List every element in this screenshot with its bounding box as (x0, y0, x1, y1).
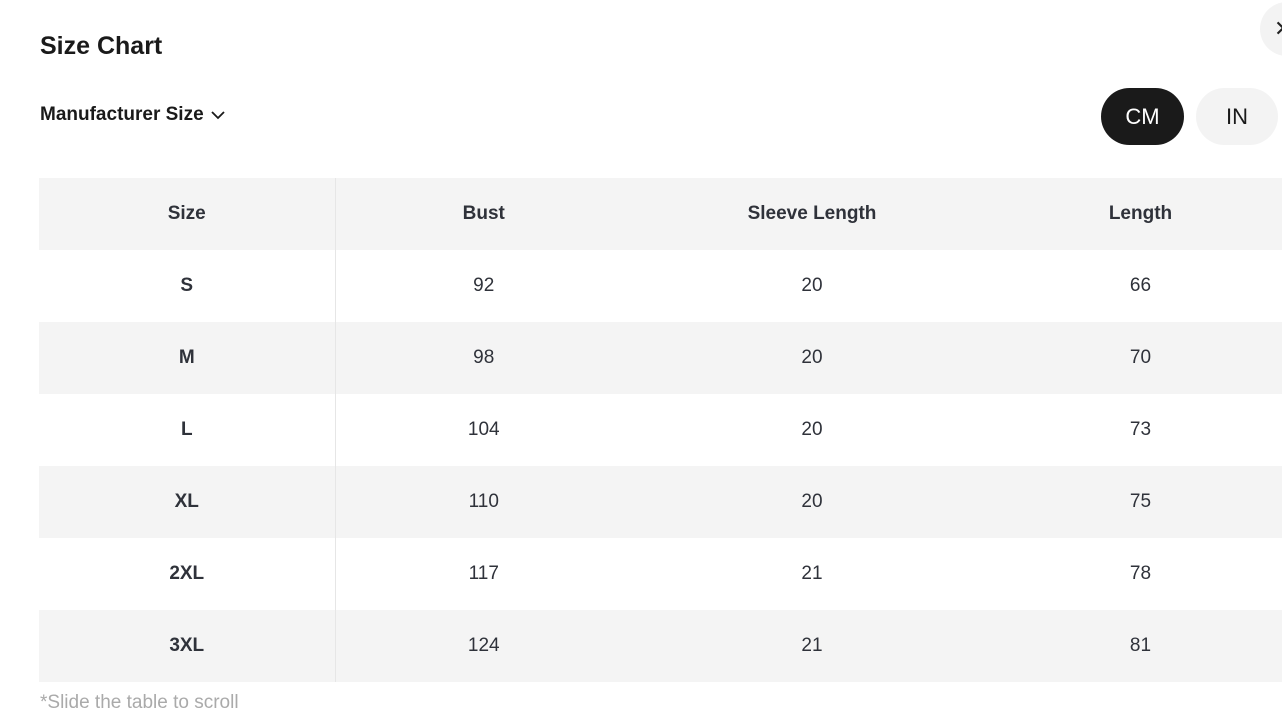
cell-sleeve-length: 21 (801, 563, 823, 584)
cell-sleeve-length: 21 (801, 635, 823, 656)
unit-in-button[interactable]: IN (1196, 88, 1278, 145)
cell-size: XL (39, 466, 336, 538)
header-length: Length (1108, 203, 1173, 224)
cell-bust: 124 (467, 635, 500, 656)
size-table[interactable]: Size Bust Sleeve Length Length S 92 20 66 M 9… (39, 178, 1282, 682)
header-size: Size (39, 178, 336, 250)
close-button[interactable]: ✕ (1260, 2, 1282, 56)
cell-bust: 98 (473, 347, 495, 368)
cell-length: 75 (1129, 491, 1152, 512)
size-system-dropdown[interactable]: Manufacturer Size (40, 104, 226, 126)
cell-size: 3XL (39, 610, 336, 682)
close-icon: ✕ (1274, 16, 1282, 41)
size-system-label: Manufacturer Size (40, 104, 204, 125)
cell-bust: 92 (473, 275, 495, 296)
cell-bust: 104 (467, 419, 500, 440)
page-title: Size Chart (40, 32, 163, 60)
cell-size: M (39, 322, 336, 394)
table-row: 3XL 124 21 81 (39, 610, 1282, 682)
cell-sleeve-length: 20 (801, 347, 823, 368)
chevron-down-icon (211, 111, 225, 120)
cell-size: S (39, 250, 336, 322)
cell-bust: 117 (468, 563, 499, 584)
header-sleeve-length: Sleeve Length (747, 203, 877, 224)
table-row: 2XL 117 21 78 (39, 538, 1282, 610)
cell-length: 81 (1129, 635, 1152, 656)
cell-size: 2XL (39, 538, 336, 610)
table-row: L 104 20 73 (39, 394, 1282, 466)
cell-size: L (39, 394, 336, 466)
table-row: M 98 20 70 (39, 322, 1282, 394)
table-row: XL 110 20 75 (39, 466, 1282, 538)
table-header-row: Size Bust Sleeve Length Length (39, 178, 1282, 250)
cell-bust: 110 (468, 491, 499, 512)
cell-length: 73 (1129, 419, 1152, 440)
cell-sleeve-length: 20 (801, 275, 823, 296)
scroll-hint: *Slide the table to scroll (40, 692, 239, 713)
cell-sleeve-length: 20 (801, 419, 823, 440)
cell-length: 70 (1129, 347, 1152, 368)
cell-length: 66 (1129, 275, 1152, 296)
cell-length: 78 (1129, 563, 1152, 584)
unit-cm-button[interactable]: CM (1101, 88, 1184, 145)
cell-sleeve-length: 20 (801, 491, 823, 512)
table-row: S 92 20 66 (39, 250, 1282, 322)
header-bust: Bust (462, 203, 505, 224)
